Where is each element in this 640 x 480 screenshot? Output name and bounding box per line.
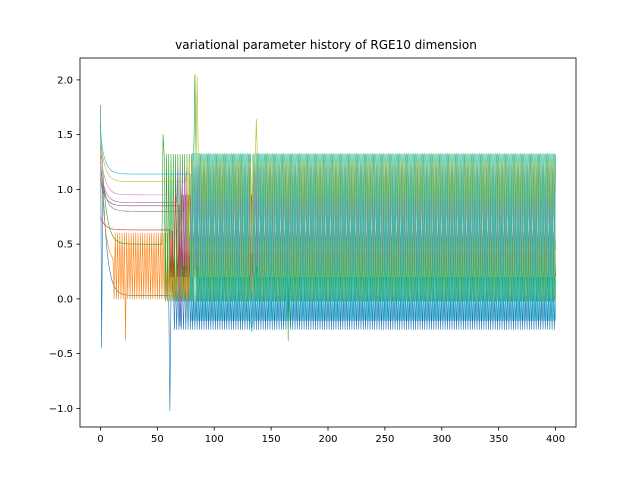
x-tick-label: 250 — [375, 434, 394, 445]
y-tick-label: −0.5 — [49, 349, 73, 360]
x-tick-label: 150 — [262, 434, 281, 445]
x-tick-label: 200 — [318, 434, 337, 445]
y-tick-label: 0.5 — [57, 240, 73, 251]
y-tick-label: 1.0 — [57, 185, 73, 196]
x-tick-label: 50 — [151, 434, 164, 445]
series-layer — [100, 74, 556, 411]
chart-title: variational parameter history of RGE10 d… — [175, 38, 477, 52]
series-line-10 — [100, 134, 556, 333]
y-tick-label: 0.0 — [57, 294, 73, 305]
y-tick-label: 1.5 — [57, 130, 73, 141]
x-tick-label: 0 — [97, 434, 103, 445]
y-tick-label: 2.0 — [57, 75, 73, 86]
x-tick-label: 350 — [489, 434, 508, 445]
y-tick-label: −1.0 — [49, 404, 73, 415]
x-tick-label: 100 — [205, 434, 224, 445]
axes-layer: 0 50 100 150 200 250 300 350 400 −1.0 −0.5 0.0 0.5 1.… — [49, 57, 577, 445]
x-tick-label: 400 — [546, 434, 565, 445]
x-tick-label: 300 — [432, 434, 451, 445]
